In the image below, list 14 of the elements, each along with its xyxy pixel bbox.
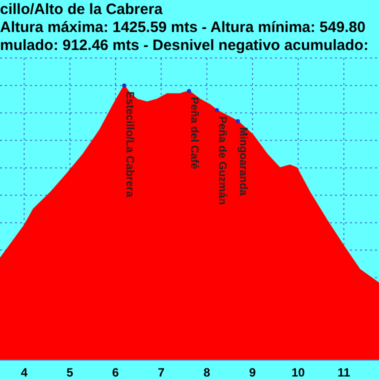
x-tick-label: 7 bbox=[158, 366, 165, 379]
annotation: Estecillo/La Cabrera bbox=[123, 91, 136, 198]
annotation: Peña de Guzmán bbox=[216, 116, 228, 206]
x-tick-label: 11 bbox=[337, 366, 351, 379]
x-tick-label: 6 bbox=[112, 366, 120, 379]
x-tick-label: 9 bbox=[249, 366, 256, 379]
chart-title: cillo/Alto de la Cabrera bbox=[0, 1, 164, 19]
annotation: Mingoaranda bbox=[236, 127, 249, 196]
x-tick-label: 5 bbox=[66, 366, 74, 379]
x-tick-label: 4 bbox=[20, 366, 28, 379]
x-tick-label: 10 bbox=[291, 366, 306, 379]
x-tick-label: 8 bbox=[204, 366, 211, 379]
chart-subtitle: Altura máxima: 1425.59 mts - Altura mínima: 549.80 mulado: 912.46 mts - Desnivel negativo acumulado: bbox=[0, 19, 370, 55]
annotation: Peña del Café bbox=[188, 96, 200, 170]
